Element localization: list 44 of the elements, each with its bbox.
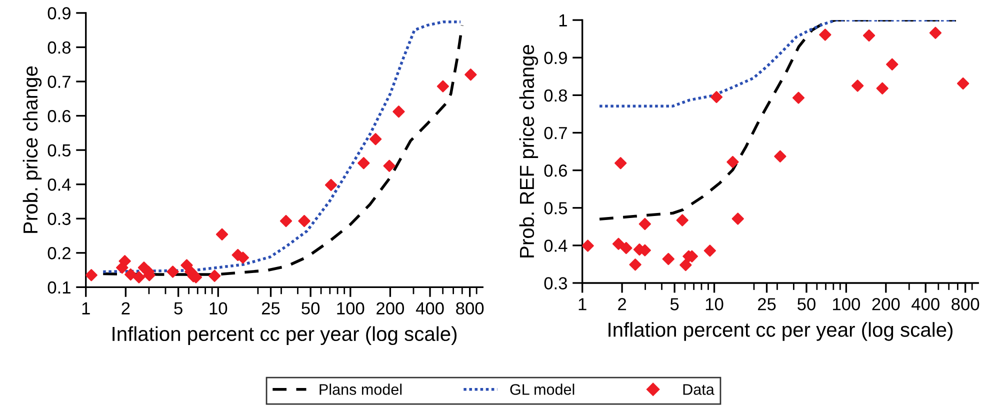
y-tick-label: 0.5 — [544, 202, 568, 214]
x-tick-label: 10 — [706, 298, 724, 310]
x-tick-label: 2 — [618, 298, 626, 310]
x-tick-label: 1 — [82, 302, 90, 314]
x-tick-label: 800 — [952, 298, 980, 310]
x-tick-label: 5 — [670, 298, 679, 310]
x-tick-label: 2 — [122, 302, 130, 314]
x-tick-label: 200 — [872, 298, 900, 310]
legend-label: Data — [683, 384, 714, 395]
y-tick-label: 0.2 — [48, 247, 70, 260]
x-tick-label: 400 — [912, 298, 940, 310]
y-tick-label: 0.3 — [48, 212, 71, 226]
legend-label: GL model — [510, 384, 574, 395]
y-tick-label: 0.1 — [48, 281, 70, 294]
y-tick-label: 0.5 — [48, 144, 71, 157]
x-tick-label: 1 — [578, 298, 586, 310]
y-tick-label: 0.8 — [48, 41, 71, 54]
y-tick-label: 0.9 — [544, 52, 567, 64]
legend-label: Plans model — [320, 384, 402, 395]
x-axis-title: Inflation percent cc per year (log scale) — [112, 326, 457, 346]
x-tick-label: 200 — [376, 302, 404, 314]
y-tick-label: 0.7 — [48, 76, 70, 88]
x-tick-label: 25 — [758, 298, 776, 310]
x-tick-label: 10 — [210, 302, 228, 314]
x-tick-label: 25 — [262, 302, 280, 314]
y-axis-title: Prob. REF price change — [519, 44, 538, 258]
y-axis-title: Prob. price change — [22, 66, 42, 233]
x-axis-title: Inflation percent cc per year (log scale) — [608, 322, 952, 341]
x-tick-label: 50 — [302, 302, 320, 314]
x-tick-label: 800 — [456, 302, 484, 314]
x-tick-label: 5 — [174, 302, 182, 314]
y-tick-label: 1 — [559, 14, 567, 26]
x-tick-label: 100 — [337, 302, 364, 314]
x-tick-label: 100 — [833, 298, 860, 310]
y-tick-label: 0.6 — [48, 110, 71, 122]
y-tick-label: 0.6 — [544, 164, 567, 177]
x-tick-label: 400 — [416, 302, 444, 314]
y-tick-label: 0.4 — [48, 178, 71, 191]
x-tick-label: 50 — [798, 298, 816, 310]
y-tick-label: 0.8 — [544, 89, 567, 102]
y-tick-label: 0.7 — [544, 126, 567, 140]
y-tick-label: 0.4 — [544, 240, 568, 252]
y-tick-label: 0.3 — [544, 277, 567, 290]
y-tick-label: 0.9 — [48, 7, 70, 20]
